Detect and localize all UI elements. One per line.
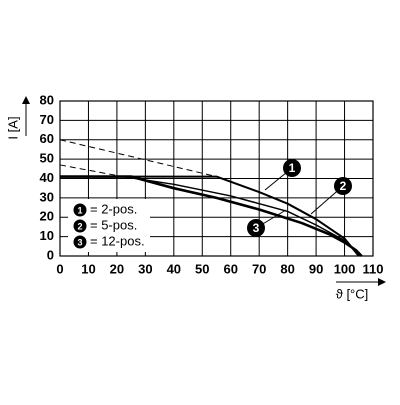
legend-label: = 2-pos. <box>90 201 137 216</box>
x-tick-label: 20 <box>110 261 124 276</box>
x-tick-label: 90 <box>309 261 323 276</box>
x-tick-label: 100 <box>334 261 356 276</box>
legend-marker <box>73 203 87 217</box>
dashed-extension <box>59 139 217 178</box>
series-line <box>122 175 363 257</box>
y-tick-label: 30 <box>40 189 54 204</box>
y-tick-label: 50 <box>40 151 54 166</box>
y-tick-label: 80 <box>40 92 54 107</box>
x-tick-label: 110 <box>363 261 384 276</box>
legend-label: = 12-pos. <box>90 233 145 248</box>
x-tick-label: 40 <box>167 261 181 276</box>
y-tick-label: 40 <box>40 170 54 185</box>
callout-circle <box>247 219 265 237</box>
x-tick-label: 10 <box>81 261 95 276</box>
y-tick-label: 60 <box>40 131 54 146</box>
y-axis-arrowhead <box>22 96 30 104</box>
x-tick-label: 60 <box>223 261 237 276</box>
x-tick-label: 0 <box>56 261 63 276</box>
legend-number: 1 <box>77 205 82 215</box>
legend-number: 2 <box>77 221 82 231</box>
y-axis-label: I [A] <box>5 116 20 139</box>
dashed-extension <box>59 164 123 178</box>
y-tick-label: 0 <box>47 247 54 262</box>
callout-number: 2 <box>340 179 347 193</box>
callout-circle <box>334 177 352 195</box>
y-tick-label: 70 <box>40 112 54 127</box>
x-tick-label: 50 <box>195 261 209 276</box>
callout-number: 3 <box>253 221 260 235</box>
legend-number: 3 <box>77 237 82 247</box>
x-tick-label: 80 <box>280 261 294 276</box>
series-line <box>60 175 360 257</box>
y-tick-label: 20 <box>40 209 54 224</box>
callout-number: 1 <box>289 161 296 175</box>
series-line <box>60 175 363 257</box>
x-tick-label: 30 <box>138 261 152 276</box>
x-tick-label: 70 <box>252 261 266 276</box>
y-tick-label: 10 <box>40 228 54 243</box>
x-axis-arrowhead <box>378 278 386 286</box>
legend-label: = 5-pos. <box>90 217 137 232</box>
legend-marker <box>73 219 87 233</box>
x-axis-label: ϑ [°C] <box>336 286 369 301</box>
callout-circle <box>283 159 301 177</box>
legend-marker <box>73 235 87 249</box>
